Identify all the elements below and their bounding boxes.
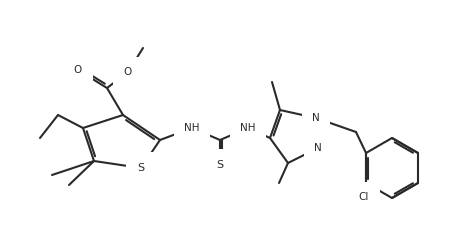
Text: NH: NH: [240, 123, 255, 133]
Text: O: O: [124, 67, 132, 77]
Text: N: N: [312, 113, 319, 123]
Text: O: O: [74, 65, 82, 75]
Text: NH: NH: [184, 123, 199, 133]
Text: Cl: Cl: [358, 192, 369, 202]
Text: N: N: [313, 143, 321, 153]
Text: S: S: [137, 163, 144, 173]
Text: S: S: [216, 160, 223, 170]
